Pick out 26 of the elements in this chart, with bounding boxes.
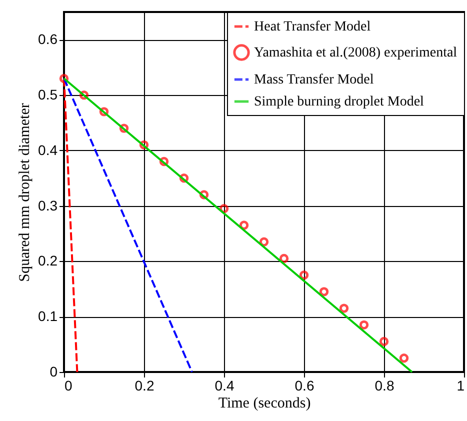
x-tick-label: 1 xyxy=(456,378,465,394)
y-tick-label: 0.4 xyxy=(38,142,58,158)
legend-label: Mass Transfer Model xyxy=(254,72,374,88)
y-tick-label: 0.5 xyxy=(38,86,58,103)
y-tick-label: 0.6 xyxy=(38,31,58,48)
x-tick-label: 0.4 xyxy=(214,378,234,394)
legend-label: Yamashita et al.(2008) experimental xyxy=(254,46,458,60)
point xyxy=(359,320,369,330)
y-tick-label: 0.3 xyxy=(38,197,58,214)
x-axis-title: Time (seconds) xyxy=(218,396,311,412)
y-axis-title: Squared mm droplet diameter xyxy=(17,103,34,282)
y-tick-label: 0.2 xyxy=(38,252,58,269)
y-tick-label: 0 xyxy=(50,364,58,380)
x-tick-label: 0 xyxy=(64,378,72,394)
legend-label: Heat Transfer Model xyxy=(254,20,371,34)
x-tick-label: 0.6 xyxy=(294,378,314,394)
point xyxy=(279,254,289,264)
x-tick-label: 0.8 xyxy=(374,378,394,394)
point xyxy=(319,287,329,296)
point xyxy=(339,304,349,313)
x-tick-label: 0.2 xyxy=(134,378,154,394)
y-tick-label: 0.1 xyxy=(38,308,58,324)
point xyxy=(299,270,309,280)
point xyxy=(399,354,409,363)
legend-label: Simple burning droplet Model xyxy=(254,94,424,110)
point xyxy=(379,336,389,346)
